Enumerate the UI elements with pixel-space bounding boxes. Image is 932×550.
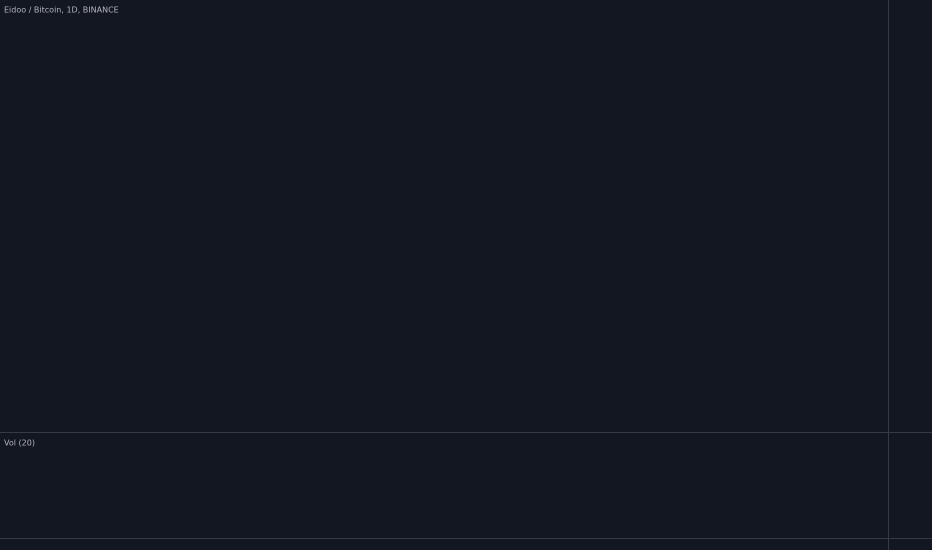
chart-title: Eidoo / Bitcoin, 1D, BINANCE xyxy=(4,6,119,15)
volume-title: Vol (20) xyxy=(4,439,35,448)
